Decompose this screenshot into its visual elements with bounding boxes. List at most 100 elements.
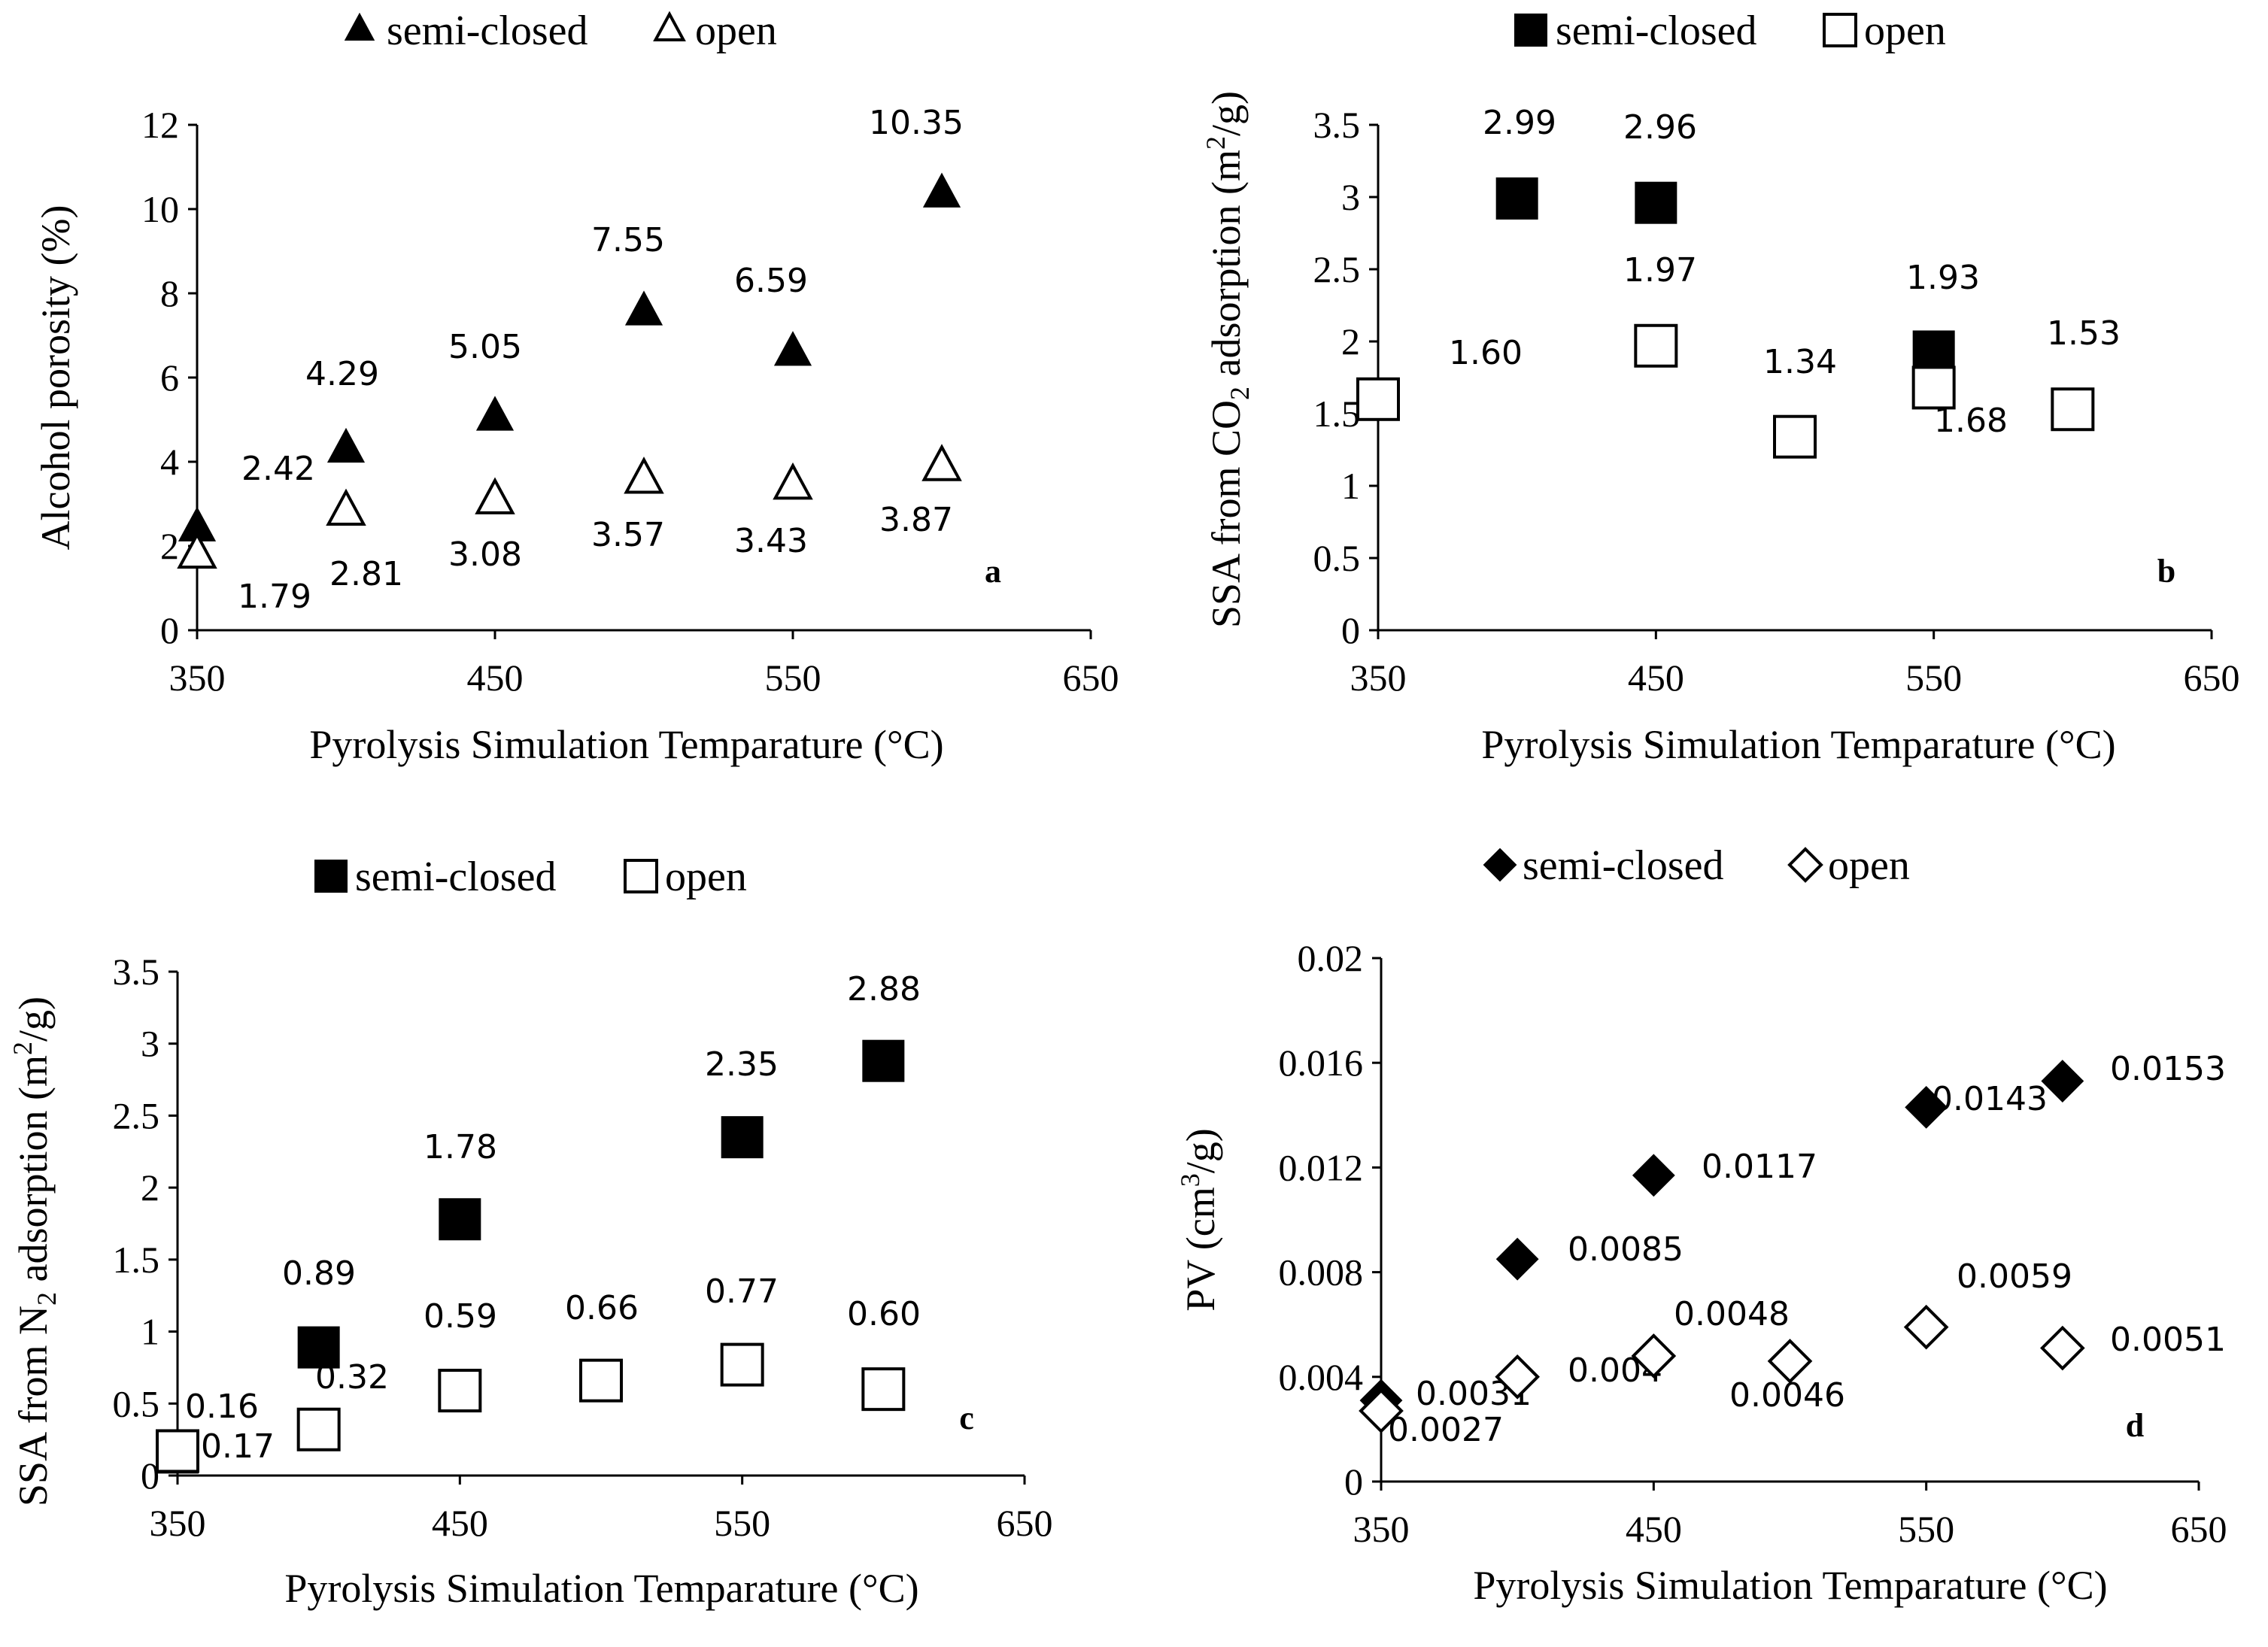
data-point	[1631, 1333, 1677, 1379]
x-tick-label: 550	[714, 1502, 770, 1544]
y-axis-title-part: /g)	[1204, 91, 1249, 136]
y-tick-label: 0.016	[1279, 1042, 1364, 1084]
y-tick-label: 2	[1341, 320, 1360, 362]
data-point	[438, 1369, 482, 1413]
y-axis-title-part: 3	[1175, 1173, 1205, 1187]
data-point	[1903, 1304, 1949, 1350]
y-tick-label: 0.012	[1279, 1146, 1364, 1188]
data-label: 3.87	[879, 501, 953, 539]
data-label: 0.66	[565, 1289, 639, 1327]
data-point	[177, 531, 217, 569]
x-tick-label: 450	[1626, 1508, 1682, 1550]
y-axis-title: SSA from CO2 adsorption (m2/g)	[1201, 91, 1255, 628]
panel-a-chart: 0 2 4 6 8 10 12 350 450 550 650 Pyrolysis Simulatio…	[33, 8, 1119, 767]
data-point	[624, 456, 664, 494]
data-point	[1632, 1154, 1675, 1197]
y-tick-label: 0	[1344, 1460, 1363, 1503]
x-axis-title: Pyrolysis Simulation Temparature (°C)	[1473, 1563, 2107, 1608]
data-label: 0.0027	[1388, 1411, 1504, 1449]
data-point	[922, 172, 961, 208]
data-point	[579, 1358, 623, 1403]
data-label: 0.59	[424, 1297, 497, 1336]
data-point	[1911, 365, 1956, 410]
legend-marker	[653, 11, 686, 41]
data-point	[1767, 1339, 1813, 1384]
panel-d-chart: 0 0.004 0.008 0.012 0.016 0.02 350 450 550 650 Pyr…	[1175, 842, 2227, 1608]
x-tick-label: 650	[997, 1502, 1053, 1544]
data-label: 2.88	[847, 970, 921, 1009]
y-tick-label: 10	[141, 188, 179, 230]
data-label: 0.89	[282, 1254, 356, 1293]
y-tick-label: 3.5	[1313, 104, 1361, 146]
x-tick-label: 550	[1898, 1508, 1954, 1550]
data-label: 1.93	[1906, 259, 1980, 297]
legend-marker	[344, 12, 375, 41]
x-tick-label: 350	[150, 1502, 206, 1544]
y-tick-label: 1	[141, 1311, 159, 1353]
y-axis-title-part: 2	[32, 1292, 62, 1306]
data-point	[326, 488, 366, 526]
data-point	[1635, 181, 1677, 224]
legend-marker	[1483, 848, 1517, 882]
data-point	[297, 1326, 340, 1369]
data-point	[2040, 1325, 2085, 1371]
data-point	[921, 444, 962, 481]
data-label: 0.0051	[2110, 1321, 2226, 1359]
y-axis-title: Alcohol porosity (%)	[33, 205, 78, 551]
data-point	[439, 1198, 481, 1241]
data-label: 0.60	[847, 1295, 921, 1333]
legend-marker	[314, 860, 348, 893]
data-label: 6.59	[734, 262, 808, 300]
data-label: 2.96	[1623, 108, 1697, 147]
y-tick-label: 3.5	[113, 951, 160, 993]
panel-letter: b	[2157, 553, 2175, 590]
legend-label: semi-closed	[1556, 8, 1756, 54]
y-axis-title-part: 2	[1225, 387, 1255, 400]
legend-marker	[1787, 847, 1823, 883]
legend-label: open	[1864, 8, 1946, 54]
y-axis-title: SSA from N2 adsorption (m2/g)	[8, 996, 62, 1506]
data-label: 0.16	[185, 1388, 259, 1426]
data-point	[720, 1342, 764, 1387]
legend-label: open	[695, 8, 777, 54]
data-label: 7.55	[591, 221, 665, 259]
x-axis-title: Pyrolysis Simulation Temparature (°C)	[284, 1566, 918, 1611]
y-tick-label: 3	[1341, 176, 1360, 218]
y-tick-label: 12	[141, 104, 179, 146]
data-label: 3.43	[734, 522, 808, 560]
data-point	[475, 477, 515, 514]
y-tick-label: 1.5	[1313, 393, 1361, 435]
x-tick-label: 450	[1628, 657, 1684, 699]
data-point	[773, 462, 813, 500]
y-tick-label: 2	[141, 1166, 159, 1209]
data-label: 1.78	[424, 1128, 497, 1166]
data-label: 2.99	[1483, 104, 1556, 142]
legend-marker	[624, 859, 658, 893]
data-point	[1495, 177, 1538, 220]
data-point	[1634, 323, 1678, 368]
y-tick-label: 2	[160, 525, 179, 567]
y-axis-title-part: /g)	[1178, 1128, 1223, 1173]
data-point	[1912, 330, 1955, 373]
y-axis-title-part: SSA from N	[11, 1306, 56, 1506]
legend-marker	[1823, 13, 1857, 47]
y-axis-title-part: PV (cm	[1178, 1187, 1223, 1312]
data-label: 5.05	[448, 328, 522, 366]
y-tick-label: 1.5	[113, 1239, 160, 1281]
data-label: 3.08	[448, 535, 522, 574]
y-tick-label: 0.02	[1298, 937, 1364, 979]
data-point	[862, 1039, 905, 1082]
data-label: 0.17	[201, 1427, 275, 1466]
data-label: 1.68	[1934, 402, 2008, 440]
data-point	[1359, 1388, 1404, 1433]
y-tick-label: 0.5	[1313, 537, 1361, 579]
y-tick-label: 8	[160, 272, 179, 314]
data-label: 0.0117	[1702, 1148, 1817, 1186]
x-axis-title: Pyrolysis Simulation Temparature (°C)	[309, 722, 943, 767]
data-label: 1.60	[1449, 334, 1523, 372]
legend-label: semi-closed	[1523, 842, 1723, 889]
y-tick-label: 1	[1341, 465, 1360, 507]
data-label: 0.0059	[1957, 1257, 2072, 1296]
data-point	[773, 331, 812, 366]
data-point	[475, 396, 515, 431]
